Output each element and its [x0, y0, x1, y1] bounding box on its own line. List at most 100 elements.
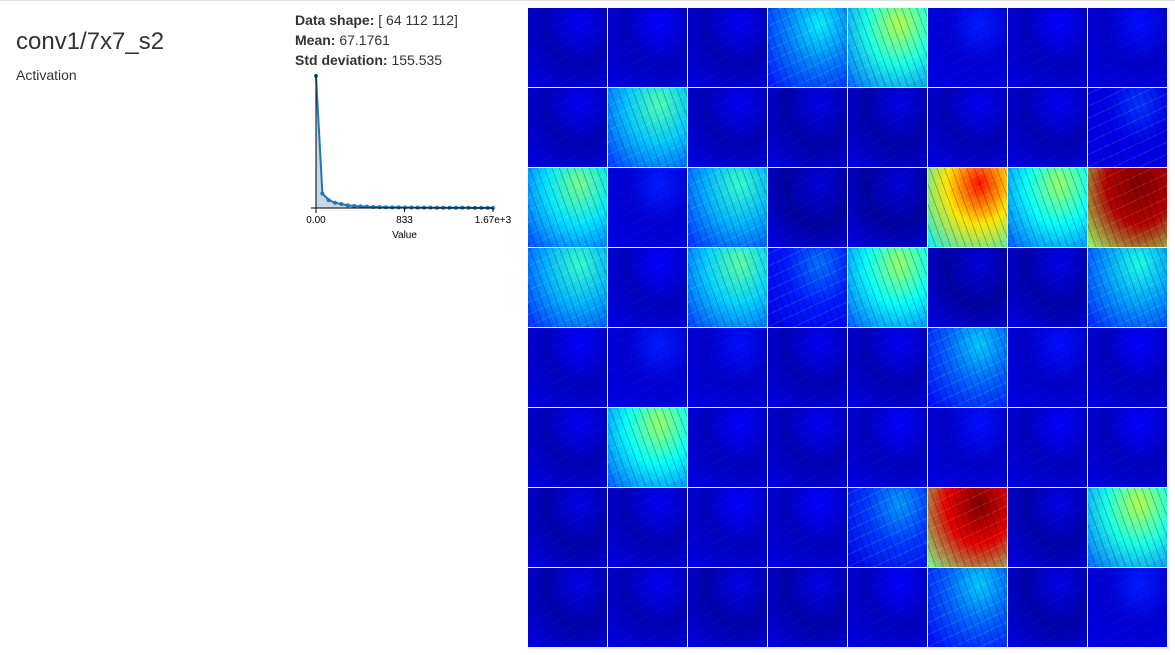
activation-channel-tile[interactable] — [1008, 248, 1087, 327]
activation-channel-tile[interactable] — [608, 88, 687, 167]
layer-type-label: Activation — [16, 67, 77, 83]
histogram-point — [352, 204, 357, 209]
activation-texture — [688, 248, 767, 327]
activation-channel-tile[interactable] — [608, 408, 687, 487]
activation-texture — [608, 168, 687, 247]
activation-channel-tile[interactable] — [1008, 568, 1087, 647]
activation-channel-tile[interactable] — [848, 248, 927, 327]
activation-channel-tile[interactable] — [928, 8, 1007, 87]
mean-row: Mean: 67.1761 — [295, 30, 458, 50]
activation-channel-tile[interactable] — [1088, 88, 1167, 167]
activation-texture — [528, 568, 607, 647]
activation-texture — [848, 88, 927, 167]
std-deviation-label: Std deviation: — [295, 52, 388, 68]
activation-channel-tile[interactable] — [1008, 168, 1087, 247]
activation-channel-tile[interactable] — [1008, 328, 1087, 407]
histogram-point — [403, 205, 408, 210]
activation-channel-tile[interactable] — [848, 328, 927, 407]
activation-channel-tile[interactable] — [528, 8, 607, 87]
mean-label: Mean: — [295, 32, 336, 48]
activation-channel-tile[interactable] — [928, 488, 1007, 567]
activation-texture — [688, 88, 767, 167]
activation-channel-tile[interactable] — [848, 408, 927, 487]
activation-channel-tile[interactable] — [768, 168, 847, 247]
histogram-point — [396, 205, 401, 210]
activation-texture — [688, 488, 767, 567]
activation-channel-tile[interactable] — [768, 88, 847, 167]
activation-texture — [1008, 8, 1087, 87]
activation-texture — [608, 488, 687, 567]
std-deviation-value: 155.535 — [391, 52, 443, 68]
activation-channel-tile[interactable] — [928, 408, 1007, 487]
activation-channel-tile[interactable] — [688, 488, 767, 567]
activation-texture — [928, 488, 1007, 567]
activation-channel-tile[interactable] — [528, 88, 607, 167]
activation-channel-tile[interactable] — [608, 488, 687, 567]
activation-channel-tile[interactable] — [768, 488, 847, 567]
activation-channel-tile[interactable] — [528, 488, 607, 567]
activation-texture — [928, 168, 1007, 247]
activation-texture — [848, 568, 927, 647]
activation-channel-tile[interactable] — [1008, 408, 1087, 487]
activation-channel-tile[interactable] — [1008, 88, 1087, 167]
activation-channel-tile[interactable] — [1088, 168, 1167, 247]
activation-channel-tile[interactable] — [608, 568, 687, 647]
activation-channel-tile[interactable] — [848, 88, 927, 167]
activation-channel-tile[interactable] — [528, 328, 607, 407]
histogram-point — [409, 205, 414, 210]
activation-channel-tile[interactable] — [928, 568, 1007, 647]
activation-channel-tile[interactable] — [528, 408, 607, 487]
activation-texture — [1008, 568, 1087, 647]
activation-channel-tile[interactable] — [1088, 488, 1167, 567]
activation-channel-tile[interactable] — [688, 568, 767, 647]
activation-texture — [768, 488, 847, 567]
activation-texture — [768, 328, 847, 407]
activation-channel-tile[interactable] — [688, 248, 767, 327]
activation-channel-tile[interactable] — [1088, 248, 1167, 327]
activation-channel-tile[interactable] — [688, 408, 767, 487]
histogram-point — [345, 203, 350, 208]
activation-channel-tile[interactable] — [688, 168, 767, 247]
activation-channel-tile[interactable] — [608, 248, 687, 327]
activation-channel-tile[interactable] — [608, 8, 687, 87]
histogram-point — [339, 202, 344, 207]
activation-channel-tile[interactable] — [1008, 8, 1087, 87]
activation-channel-tile[interactable] — [688, 88, 767, 167]
activation-channel-tile[interactable] — [528, 168, 607, 247]
activation-channel-tile[interactable] — [1008, 488, 1087, 567]
x-tick-label: 0.00 — [306, 215, 326, 226]
activation-texture — [768, 8, 847, 87]
activation-texture — [1088, 8, 1167, 87]
activation-texture — [688, 408, 767, 487]
activation-texture — [528, 408, 607, 487]
activation-channel-tile[interactable] — [768, 8, 847, 87]
activation-channel-tile[interactable] — [928, 168, 1007, 247]
activation-channel-tile[interactable] — [688, 328, 767, 407]
activation-channel-tile[interactable] — [608, 168, 687, 247]
x-tick-label: 1.67e+3 — [475, 215, 512, 226]
activation-channel-tile[interactable] — [848, 488, 927, 567]
activation-channel-tile[interactable] — [1088, 328, 1167, 407]
activation-texture — [848, 168, 927, 247]
activation-channel-tile[interactable] — [528, 568, 607, 647]
activation-channel-tile[interactable] — [528, 248, 607, 327]
activation-texture — [608, 408, 687, 487]
activation-channel-tile[interactable] — [1088, 8, 1167, 87]
activation-channel-tile[interactable] — [608, 328, 687, 407]
activation-channel-tile[interactable] — [848, 8, 927, 87]
activation-texture — [928, 248, 1007, 327]
activation-channel-tile[interactable] — [928, 328, 1007, 407]
activation-channel-tile[interactable] — [1088, 568, 1167, 647]
activation-channel-tile[interactable] — [848, 168, 927, 247]
activation-channel-tile[interactable] — [768, 248, 847, 327]
activation-channel-tile[interactable] — [848, 568, 927, 647]
activation-channel-tile[interactable] — [928, 88, 1007, 167]
activation-channel-tile[interactable] — [768, 408, 847, 487]
activation-texture — [528, 248, 607, 327]
activation-channel-tile[interactable] — [1088, 408, 1167, 487]
activation-texture — [848, 8, 927, 87]
activation-channel-tile[interactable] — [768, 568, 847, 647]
activation-channel-tile[interactable] — [928, 248, 1007, 327]
activation-channel-tile[interactable] — [768, 328, 847, 407]
activation-channel-tile[interactable] — [688, 8, 767, 87]
